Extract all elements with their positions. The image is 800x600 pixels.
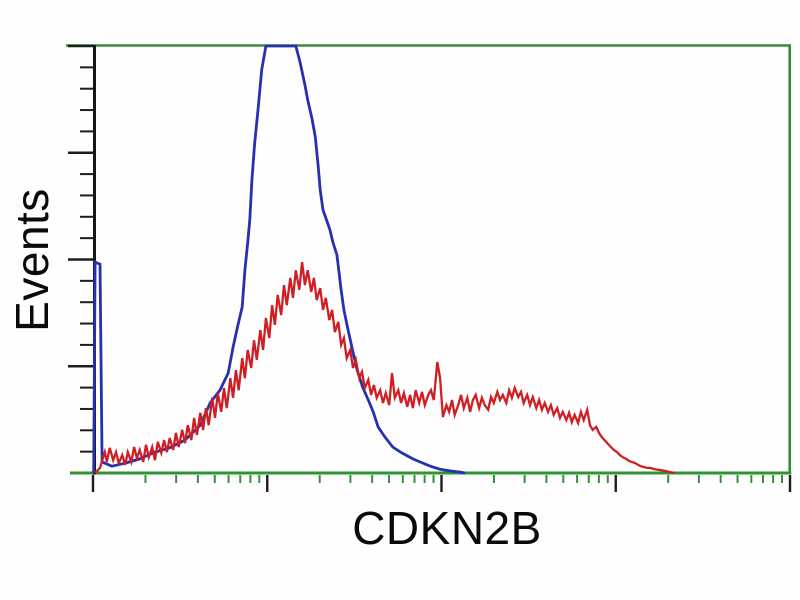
- x-axis-label: CDKN2B: [352, 502, 542, 554]
- blue-histogram-trace: [92, 44, 466, 475]
- red-histogram-trace: [94, 261, 676, 475]
- y-axis-label: Events: [6, 188, 58, 332]
